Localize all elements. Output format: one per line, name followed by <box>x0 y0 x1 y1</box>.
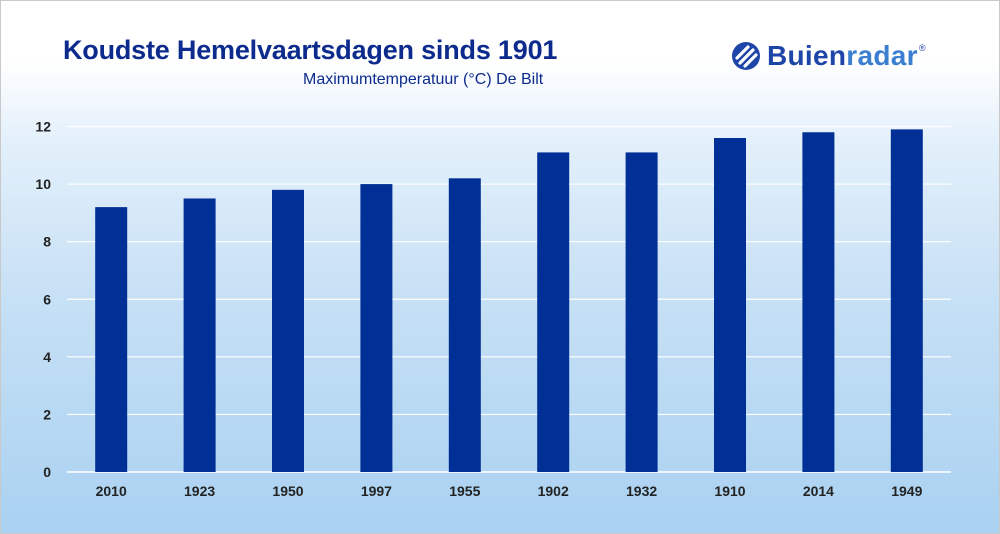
y-tick-label: 2 <box>43 406 51 422</box>
chart-title: Koudste Hemelvaartsdagen sinds 1901 <box>63 35 558 65</box>
brand-logo: Buienradar ® <box>731 39 925 73</box>
bar-1949 <box>890 129 923 473</box>
brand-name-part2: radar <box>846 40 918 71</box>
bar-2014 <box>802 132 835 472</box>
x-tick-label: 1955 <box>449 483 480 499</box>
x-tick-label: 1932 <box>626 483 657 499</box>
x-tick-label: 2010 <box>96 483 127 499</box>
bar-1910 <box>714 138 746 472</box>
bar-2010 <box>95 207 128 472</box>
bar-1955 <box>448 178 481 472</box>
y-tick-label: 4 <box>43 349 51 365</box>
x-tick-label: 1902 <box>538 483 569 499</box>
y-tick-label: 12 <box>35 119 51 135</box>
bar-1902 <box>537 152 570 472</box>
bar-1932 <box>625 152 658 472</box>
x-tick-label: 1923 <box>184 483 215 499</box>
x-tick-label: 1950 <box>272 483 303 499</box>
x-tick-label: 1949 <box>891 483 922 499</box>
y-tick-label: 10 <box>35 176 51 192</box>
chart-subtitle: Maximumtemperatuur (°C) De Bilt <box>303 71 544 88</box>
y-tick-label: 6 <box>43 291 51 307</box>
x-tick-label: 1910 <box>714 483 745 499</box>
bar-1997 <box>360 184 393 473</box>
brand-name: Buienradar <box>767 41 918 71</box>
brand-name-part1: Buien <box>767 40 847 71</box>
buienradar-logo-icon <box>732 42 760 70</box>
bar-1950 <box>272 189 304 472</box>
brand-registered-mark: ® <box>918 43 926 53</box>
y-tick-label: 0 <box>43 464 51 480</box>
x-tick-label: 2014 <box>803 483 834 499</box>
bar-1923 <box>183 198 216 472</box>
x-tick-label: 1997 <box>361 483 392 499</box>
y-tick-label: 8 <box>43 234 51 250</box>
